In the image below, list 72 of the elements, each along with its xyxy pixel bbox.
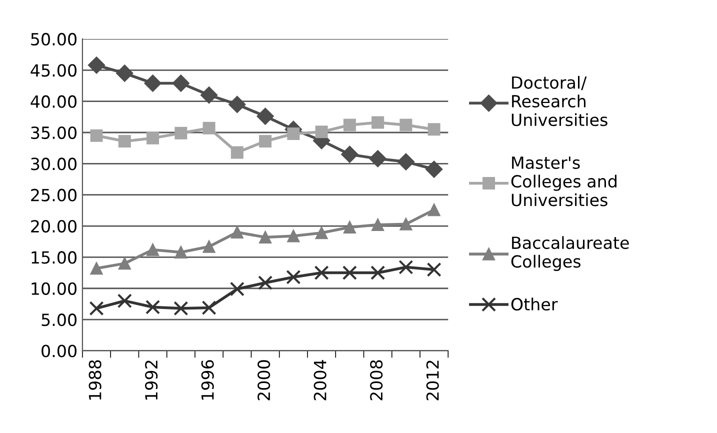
x-tick-label: 1996 bbox=[201, 360, 214, 400]
y-tick-label: 20.00 bbox=[31, 220, 76, 233]
legend-label: Other bbox=[511, 298, 558, 311]
point bbox=[428, 204, 440, 216]
y-tick-label: 0.00 bbox=[42, 344, 76, 358]
x-tick-label: 2000 bbox=[258, 360, 270, 400]
point bbox=[90, 129, 103, 142]
y-tick-label: 15.00 bbox=[32, 251, 76, 264]
point bbox=[258, 275, 273, 290]
y-tick-label: 50.00 bbox=[31, 32, 76, 46]
y-tick-label: 30.00 bbox=[31, 158, 76, 170]
x-tick-label: 1988 bbox=[88, 360, 102, 400]
point bbox=[116, 64, 134, 82]
legend-label: Master's Colleges and Universities bbox=[511, 156, 616, 206]
y-tick-label: 10.00 bbox=[32, 282, 76, 295]
point bbox=[174, 301, 188, 316]
point bbox=[287, 230, 300, 242]
y-tick-label: 35.00 bbox=[31, 126, 76, 140]
point bbox=[287, 127, 300, 140]
point bbox=[202, 300, 216, 315]
point bbox=[372, 218, 384, 232]
point bbox=[315, 126, 328, 138]
point bbox=[90, 262, 103, 275]
y-tick-label: 45.00 bbox=[30, 64, 76, 77]
x-tick-label: 2008 bbox=[370, 360, 383, 400]
point bbox=[118, 134, 131, 148]
y-tick-label: 25.00 bbox=[31, 188, 76, 202]
point bbox=[89, 301, 104, 316]
point bbox=[398, 260, 414, 274]
point bbox=[315, 226, 328, 240]
legend-label: Baccalaureate Colleges bbox=[511, 236, 629, 271]
point bbox=[400, 118, 412, 132]
point bbox=[372, 116, 384, 129]
point bbox=[117, 294, 132, 308]
point bbox=[230, 226, 244, 239]
point bbox=[369, 150, 386, 168]
x-tick-label: 2004 bbox=[314, 360, 326, 400]
point bbox=[343, 118, 356, 132]
point bbox=[342, 265, 357, 280]
x-tick-label: 2012 bbox=[426, 360, 439, 400]
point bbox=[397, 153, 414, 170]
point bbox=[370, 265, 386, 280]
y-tick-label: 40.00 bbox=[30, 95, 76, 108]
point bbox=[428, 123, 440, 136]
point bbox=[426, 262, 442, 277]
y-tick-label: 5.00 bbox=[42, 314, 76, 326]
point bbox=[400, 218, 412, 230]
legend-label: Doctoral/ Research Universities bbox=[512, 76, 608, 126]
point bbox=[286, 270, 301, 284]
point bbox=[146, 243, 160, 256]
point bbox=[200, 86, 218, 104]
point bbox=[144, 74, 162, 92]
point bbox=[314, 265, 329, 280]
point bbox=[228, 96, 246, 113]
point bbox=[259, 134, 272, 148]
point bbox=[146, 132, 160, 144]
point bbox=[174, 126, 188, 140]
point bbox=[259, 231, 272, 244]
point bbox=[118, 257, 131, 270]
point bbox=[174, 246, 188, 258]
point bbox=[202, 240, 216, 253]
point bbox=[172, 74, 190, 92]
point bbox=[256, 108, 274, 125]
point bbox=[145, 300, 160, 314]
point bbox=[426, 160, 443, 178]
point bbox=[202, 122, 216, 134]
point bbox=[341, 146, 358, 163]
point bbox=[230, 146, 244, 159]
point bbox=[88, 56, 106, 74]
x-tick-label: 1992 bbox=[145, 360, 158, 400]
point bbox=[230, 282, 244, 296]
point bbox=[343, 221, 356, 234]
